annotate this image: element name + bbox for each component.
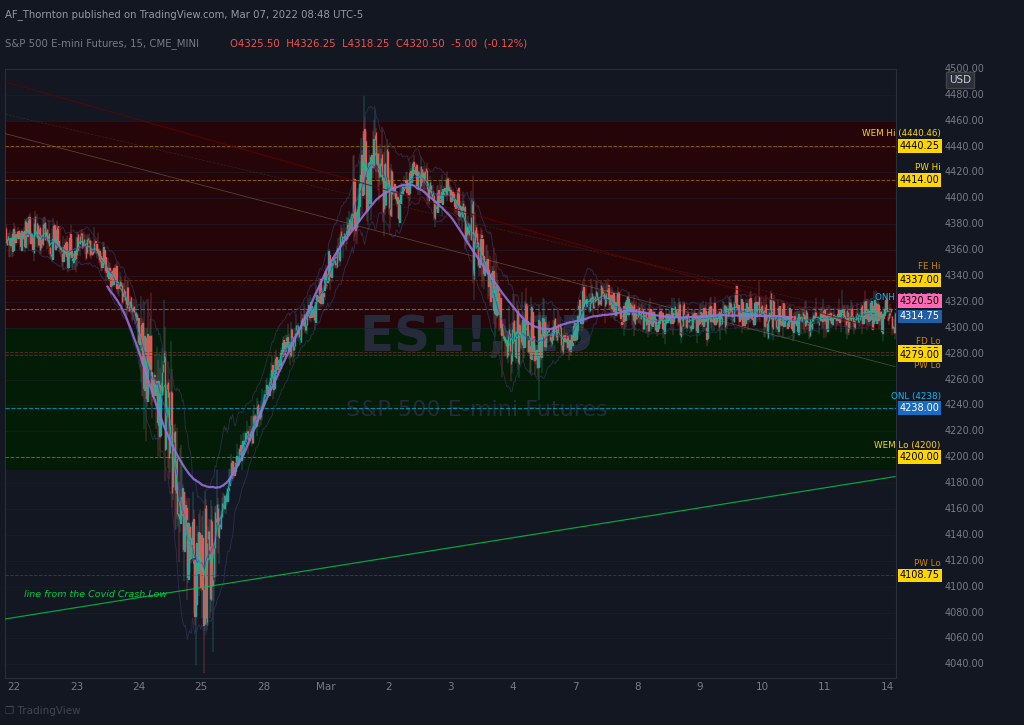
Text: ONL (4238): ONL (4238) <box>891 392 941 401</box>
Text: ❐ TradingView: ❐ TradingView <box>5 705 81 716</box>
Text: 4238.00: 4238.00 <box>900 403 940 413</box>
Text: WEM Hi (4440.46): WEM Hi (4440.46) <box>862 129 941 138</box>
Text: 11: 11 <box>818 682 831 692</box>
Text: 4300.00: 4300.00 <box>944 323 984 333</box>
Text: 4314.75: 4314.75 <box>900 312 940 321</box>
Text: 4320.00: 4320.00 <box>944 297 984 307</box>
Text: 4380.00: 4380.00 <box>944 219 984 229</box>
Text: 4279.00: 4279.00 <box>900 350 940 360</box>
Text: 9: 9 <box>696 682 703 692</box>
Text: 24: 24 <box>132 682 145 692</box>
Text: 4: 4 <box>510 682 516 692</box>
Text: 2: 2 <box>385 682 391 692</box>
Text: PW Lo: PW Lo <box>914 559 941 568</box>
Text: 4440.00: 4440.00 <box>944 141 984 152</box>
Text: S&P 500 E-mini Futures, 15, CME_MINI: S&P 500 E-mini Futures, 15, CME_MINI <box>5 38 206 49</box>
Text: 4360.00: 4360.00 <box>944 245 984 255</box>
Text: 4200.00: 4200.00 <box>944 452 984 462</box>
Text: 4414.00: 4414.00 <box>900 175 940 185</box>
Text: 10: 10 <box>756 682 769 692</box>
Text: 25: 25 <box>195 682 208 692</box>
Text: USD: USD <box>949 75 971 86</box>
Text: Mar: Mar <box>316 682 336 692</box>
Text: 4260.00: 4260.00 <box>944 375 984 384</box>
Text: 28: 28 <box>257 682 270 692</box>
Text: 4337.00: 4337.00 <box>900 275 940 285</box>
Text: 4200.00: 4200.00 <box>900 452 940 462</box>
Bar <box>5 328 896 470</box>
Text: 4080.00: 4080.00 <box>944 608 984 618</box>
Text: 4280.00: 4280.00 <box>944 349 984 359</box>
Text: ONH (4314.75): ONH (4314.75) <box>876 292 941 302</box>
Text: 4281.25: 4281.25 <box>900 347 940 357</box>
Text: 4060.00: 4060.00 <box>944 634 984 643</box>
Text: 4220.00: 4220.00 <box>944 426 985 436</box>
Text: AF_Thornton published on TradingView.com, Mar 07, 2022 08:48 UTC-5: AF_Thornton published on TradingView.com… <box>5 9 364 20</box>
Text: 4440.25: 4440.25 <box>900 141 940 152</box>
Text: 4500.00: 4500.00 <box>944 64 984 74</box>
Text: 4240.00: 4240.00 <box>944 400 984 410</box>
Text: S&P 500 E-mini Futures: S&P 500 E-mini Futures <box>346 400 608 420</box>
Text: 7: 7 <box>572 682 579 692</box>
Text: 3: 3 <box>447 682 454 692</box>
Text: PW Hi: PW Hi <box>915 162 941 172</box>
Text: 4108.75: 4108.75 <box>900 571 940 580</box>
Text: 8: 8 <box>634 682 641 692</box>
Text: 22: 22 <box>7 682 20 692</box>
Text: PW Lo: PW Lo <box>914 361 941 370</box>
Text: 23: 23 <box>70 682 83 692</box>
Text: 14: 14 <box>881 682 894 692</box>
Text: FE Hi: FE Hi <box>919 262 941 271</box>
Text: O4325.50  H4326.25  L4318.25  C4320.50  -5.00  (-0.12%): O4325.50 H4326.25 L4318.25 C4320.50 -5.0… <box>230 38 527 49</box>
Text: 4140.00: 4140.00 <box>944 530 984 540</box>
Text: 4340.00: 4340.00 <box>944 271 984 281</box>
Text: line from the Covid Crash Low: line from the Covid Crash Low <box>24 590 167 599</box>
Text: 4040.00: 4040.00 <box>944 659 984 669</box>
Text: ES1!, 15: ES1!, 15 <box>360 312 594 361</box>
Text: 4180.00: 4180.00 <box>944 478 984 488</box>
Text: 4460.00: 4460.00 <box>944 116 984 125</box>
Bar <box>5 120 896 328</box>
Text: 4420.00: 4420.00 <box>944 167 984 178</box>
Text: 4480.00: 4480.00 <box>944 90 984 100</box>
Text: 4400.00: 4400.00 <box>944 194 984 203</box>
Text: FD Lo: FD Lo <box>916 337 941 346</box>
Text: 4100.00: 4100.00 <box>944 581 984 592</box>
Text: 4120.00: 4120.00 <box>944 556 984 566</box>
Text: 4160.00: 4160.00 <box>944 504 984 514</box>
Text: 4320.50: 4320.50 <box>900 296 940 306</box>
Text: WEM Lo (4200): WEM Lo (4200) <box>874 441 941 450</box>
